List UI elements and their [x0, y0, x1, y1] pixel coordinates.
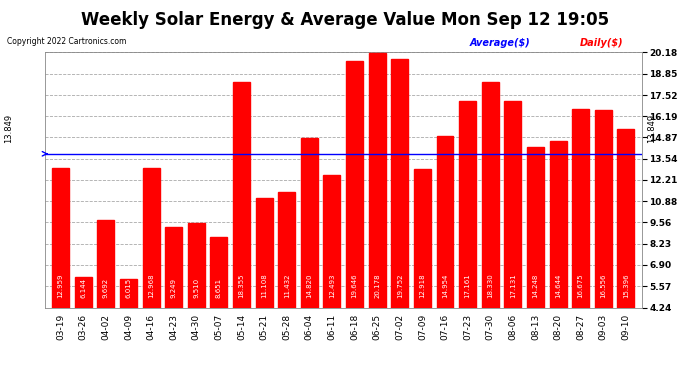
- Text: 9.249: 9.249: [170, 278, 177, 298]
- Text: 12.959: 12.959: [58, 273, 63, 298]
- Bar: [572, 109, 589, 308]
- Text: 9.510: 9.510: [193, 278, 199, 298]
- Text: 12.968: 12.968: [148, 273, 154, 298]
- Bar: [188, 223, 205, 308]
- Text: Copyright 2022 Cartronics.com: Copyright 2022 Cartronics.com: [7, 38, 126, 46]
- Bar: [595, 111, 612, 308]
- Bar: [527, 147, 544, 308]
- Text: 17.161: 17.161: [464, 273, 471, 298]
- Bar: [120, 279, 137, 308]
- Bar: [482, 82, 499, 308]
- Text: 18.330: 18.330: [487, 273, 493, 298]
- Text: 12.493: 12.493: [329, 273, 335, 298]
- Text: 16.675: 16.675: [578, 273, 584, 298]
- Bar: [233, 82, 250, 308]
- Text: 14.954: 14.954: [442, 273, 448, 298]
- Text: 11.108: 11.108: [261, 273, 267, 298]
- Bar: [210, 237, 228, 308]
- Bar: [278, 192, 295, 308]
- Text: 17.131: 17.131: [510, 273, 516, 298]
- Text: 9.692: 9.692: [103, 278, 109, 298]
- Bar: [97, 220, 115, 308]
- Bar: [437, 136, 453, 308]
- Text: 14.644: 14.644: [555, 273, 561, 298]
- Text: 11.432: 11.432: [284, 273, 290, 298]
- Bar: [504, 101, 522, 308]
- Bar: [165, 227, 182, 308]
- Bar: [52, 168, 69, 308]
- Text: Weekly Solar Energy & Average Value Mon Sep 12 19:05: Weekly Solar Energy & Average Value Mon …: [81, 11, 609, 29]
- Bar: [301, 138, 318, 308]
- Bar: [549, 141, 566, 308]
- Text: 14.820: 14.820: [306, 273, 313, 298]
- Text: 19.752: 19.752: [397, 273, 403, 298]
- Text: 6.144: 6.144: [80, 278, 86, 298]
- Bar: [618, 129, 634, 308]
- Bar: [324, 176, 340, 308]
- Bar: [75, 277, 92, 308]
- Text: 16.556: 16.556: [600, 273, 607, 298]
- Bar: [391, 59, 408, 308]
- Bar: [368, 53, 386, 308]
- Text: 15.396: 15.396: [623, 273, 629, 298]
- Text: 8.651: 8.651: [216, 278, 222, 298]
- Bar: [256, 198, 273, 308]
- Bar: [143, 168, 159, 308]
- Bar: [346, 61, 363, 308]
- Text: 6.015: 6.015: [126, 278, 132, 298]
- Text: 13.849: 13.849: [647, 113, 657, 142]
- Text: Average($): Average($): [469, 38, 530, 48]
- Text: 14.248: 14.248: [533, 273, 538, 298]
- Bar: [414, 169, 431, 308]
- Bar: [459, 101, 476, 308]
- Text: 13.849: 13.849: [4, 113, 14, 142]
- Text: 20.178: 20.178: [374, 273, 380, 298]
- Text: 18.355: 18.355: [239, 273, 244, 298]
- Text: 12.918: 12.918: [420, 273, 426, 298]
- Text: 19.646: 19.646: [352, 273, 357, 298]
- Text: Daily($): Daily($): [580, 38, 623, 48]
